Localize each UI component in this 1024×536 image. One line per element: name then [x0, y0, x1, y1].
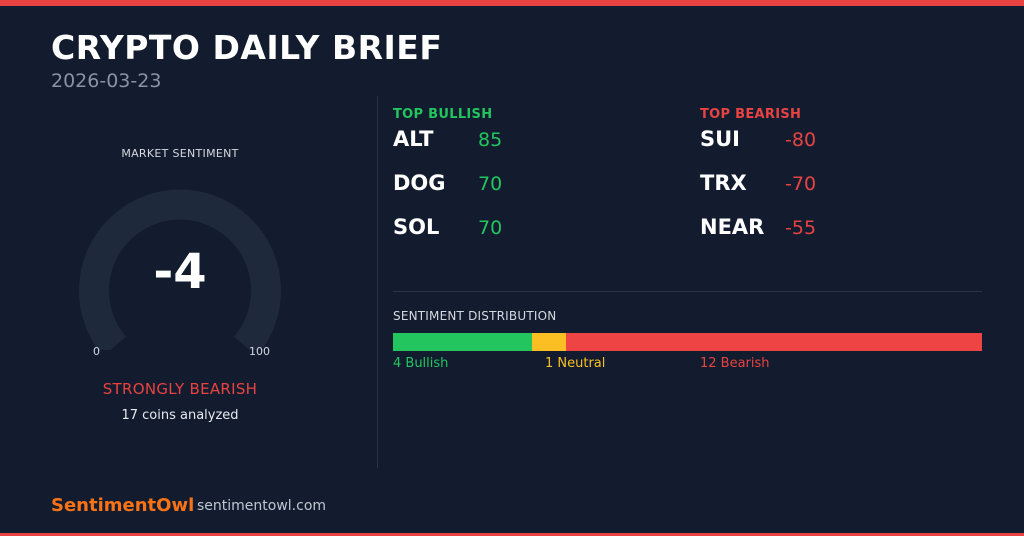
distribution-label: SENTIMENT DISTRIBUTION — [393, 309, 557, 323]
coin-score: -70 — [785, 173, 817, 195]
coin-ticker: DOG — [393, 171, 446, 195]
horizontal-divider — [393, 291, 982, 292]
coin-score: 85 — [478, 129, 503, 151]
gauge-track — [79, 189, 281, 350]
distribution-bar — [393, 333, 982, 351]
list-item: NEAR -55 — [700, 215, 960, 259]
coin-ticker: SOL — [393, 215, 440, 239]
bearish-count-label: 12 Bearish — [700, 356, 770, 371]
list-item: TRX -70 — [700, 171, 960, 215]
coin-score: 70 — [478, 173, 503, 195]
site-url: sentimentowl.com — [197, 498, 327, 514]
coin-ticker: ALT — [393, 127, 434, 151]
gauge-min-label: 0 — [93, 345, 100, 358]
gauge-label: MARKET SENTIMENT — [121, 147, 239, 160]
coin-score: 70 — [478, 217, 503, 239]
coins-analyzed-count: 17 coins analyzed — [121, 408, 239, 423]
brand-logo: SentimentOwl — [51, 495, 195, 516]
vertical-divider — [377, 96, 378, 468]
gauge-value: -4 — [153, 244, 207, 300]
top-accent-stripe — [0, 0, 1024, 6]
top-bearish-list: TOP BEARISH SUI -80 TRX -70 NEAR -55 — [700, 107, 960, 259]
top-bullish-heading: TOP BULLISH — [393, 107, 493, 122]
page-title: CRYPTO DAILY BRIEF — [51, 28, 443, 67]
list-item: SOL 70 — [393, 215, 653, 259]
report-date: 2026-03-23 — [51, 70, 162, 92]
sentiment-gauge — [79, 189, 281, 350]
list-item: SUI -80 — [700, 127, 960, 171]
bottom-accent-stripe — [0, 533, 1024, 536]
bullish-count-label: 4 Bullish — [393, 356, 449, 371]
coin-score: -80 — [785, 129, 817, 151]
list-item: ALT 85 — [393, 127, 653, 171]
top-bearish-heading: TOP BEARISH — [700, 107, 802, 122]
top-bullish-list: TOP BULLISH ALT 85 DOG 70 SOL 70 — [393, 107, 653, 259]
sentiment-gauge-panel: MARKET SENTIMENT -4 0 100 STRONGLY BEARI… — [60, 140, 300, 440]
neutral-segment — [531, 333, 567, 351]
coin-ticker: NEAR — [700, 215, 765, 239]
gauge-max-label: 100 — [249, 345, 270, 358]
coin-ticker: SUI — [700, 127, 740, 151]
bearish-segment — [566, 333, 982, 351]
neutral-count-label: 1 Neutral — [545, 356, 606, 371]
list-item: DOG 70 — [393, 171, 653, 215]
coin-ticker: TRX — [700, 171, 747, 195]
sentiment-verdict: STRONGLY BEARISH — [102, 380, 258, 398]
coin-score: -55 — [785, 217, 817, 239]
bullish-segment — [393, 333, 532, 351]
